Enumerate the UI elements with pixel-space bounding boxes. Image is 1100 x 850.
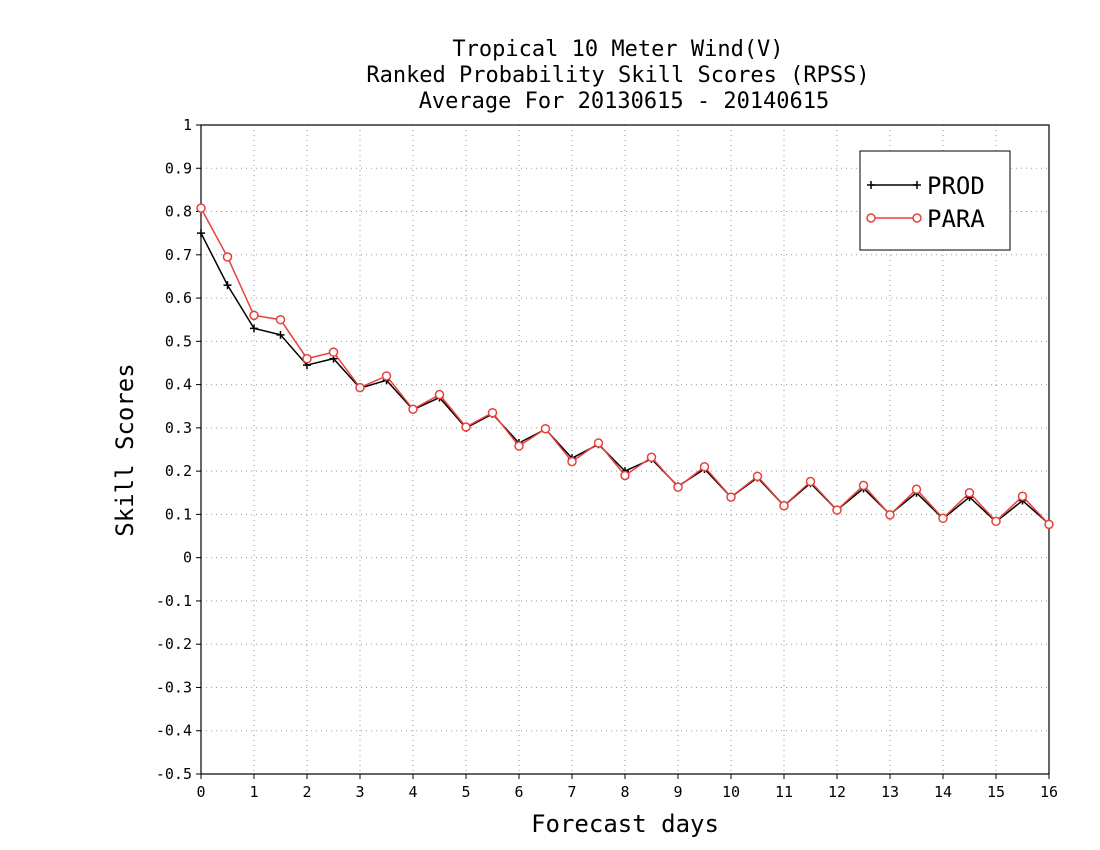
data-point-para: [487, 407, 498, 418]
data-point-para: [196, 203, 206, 213]
data-point-para: [832, 505, 842, 515]
data-point-prod: [223, 281, 232, 290]
y-axis-ticks: -0.5 -0.4 -0.3 -0.2 -0.1 0 0.1 0.2 0.3 0.4 0.5 0.6 0…: [156, 116, 201, 783]
data-point-prod: [250, 324, 258, 333]
y-tick-label: 0.6: [165, 289, 192, 307]
title-line-3: Average For 20130615 - 20140615: [419, 89, 830, 114]
x-tick-label: 10: [722, 783, 740, 801]
data-point-para: [964, 488, 975, 498]
data-point-para: [381, 371, 392, 381]
data-point-para: [726, 492, 736, 502]
title-line-1: Tropical 10 Meter Wind(V): [452, 37, 783, 62]
data-point-para: [858, 480, 869, 491]
y-tick-label: -0.1: [156, 592, 192, 610]
series-prod: [197, 229, 1053, 528]
legend-box: [859, 150, 1011, 251]
data-point-para: [752, 471, 763, 482]
plot-frame: [200, 124, 1050, 775]
data-point-para: [540, 423, 551, 434]
x-tick-label: 7: [567, 783, 576, 801]
legend-marker-para-left: [866, 213, 876, 223]
data-point-para: [991, 516, 1001, 527]
x-tick-label: 6: [514, 783, 523, 801]
x-tick-label: 15: [987, 783, 1005, 801]
x-tick-label: 5: [461, 783, 470, 801]
data-point-para: [593, 438, 604, 448]
data-point-para: [911, 484, 922, 495]
y-tick-label: 0.8: [165, 203, 192, 221]
data-point-para: [434, 389, 445, 400]
y-tick-label: 0: [183, 549, 192, 567]
x-tick-label: 16: [1040, 783, 1058, 801]
data-point-para: [805, 476, 816, 487]
series-layer: [196, 203, 1054, 530]
data-point-para: [328, 347, 339, 357]
x-axis-ticks: 0 1 2 3 4 5 6 7 8 9 10 11 12 13 14 15 16: [196, 774, 1058, 801]
x-tick-label: 8: [620, 783, 629, 801]
data-point-para: [461, 422, 471, 432]
x-tick-label: 9: [673, 783, 682, 801]
x-tick-label: 4: [408, 783, 417, 801]
y-tick-label: 1: [183, 116, 192, 134]
y-tick-label: -0.5: [156, 765, 192, 783]
y-tick-label: -0.2: [156, 635, 192, 653]
data-point-para: [1017, 491, 1028, 501]
data-point-para: [646, 452, 657, 463]
data-point-prod: [276, 330, 285, 339]
x-axis-label: Forecast days: [531, 810, 719, 838]
x-tick-label: 3: [355, 783, 364, 801]
data-point-para: [408, 404, 418, 415]
x-tick-label: 12: [828, 783, 846, 801]
data-point-para: [249, 310, 259, 321]
gridlines: [201, 125, 1049, 774]
data-point-para: [275, 314, 286, 325]
data-point-para: [885, 510, 895, 520]
x-tick-label: 13: [881, 783, 899, 801]
legend-marker-para-right: [912, 213, 922, 223]
data-point-para: [355, 382, 365, 393]
y-tick-label: -0.4: [156, 722, 192, 740]
x-tick-label: 14: [934, 783, 952, 801]
x-tick-label: 0: [196, 783, 205, 801]
y-tick-label: 0.3: [165, 419, 192, 437]
legend: PROD PARA: [859, 150, 1011, 251]
data-point-para: [699, 462, 710, 472]
legend-label-prod: PROD: [927, 172, 985, 200]
title-line-2: Ranked Probability Skill Scores (RPSS): [366, 63, 869, 88]
y-tick-label: -0.3: [156, 678, 192, 696]
x-tick-label: 1: [249, 783, 258, 801]
y-tick-label: 0.5: [165, 332, 192, 350]
legend-marker-prod-left: [867, 181, 875, 189]
data-point-para: [620, 470, 630, 481]
y-tick-label: 0.9: [165, 159, 192, 177]
data-point-para: [1044, 519, 1054, 530]
data-point-para: [514, 441, 524, 451]
data-point-para: [222, 252, 233, 262]
x-tick-label: 11: [775, 783, 793, 801]
data-point-para: [938, 513, 948, 524]
y-axis-label: Skill Scores: [111, 363, 139, 536]
y-tick-label: 0.1: [165, 505, 192, 523]
data-point-para: [673, 482, 683, 492]
series-para: [196, 203, 1054, 530]
data-point-para: [302, 353, 312, 364]
legend-marker-prod-right: [913, 181, 921, 189]
y-tick-label: 0.4: [165, 376, 192, 394]
data-point-prod: [197, 229, 205, 238]
x-tick-label: 2: [302, 783, 311, 801]
chart-title: Tropical 10 Meter Wind(V) Ranked Probabi…: [366, 37, 869, 114]
legend-label-para: PARA: [927, 205, 985, 233]
y-tick-label: 0.2: [165, 462, 192, 480]
y-tick-label: 0.7: [165, 246, 192, 264]
data-point-para: [567, 456, 577, 467]
data-point-para: [779, 500, 789, 511]
